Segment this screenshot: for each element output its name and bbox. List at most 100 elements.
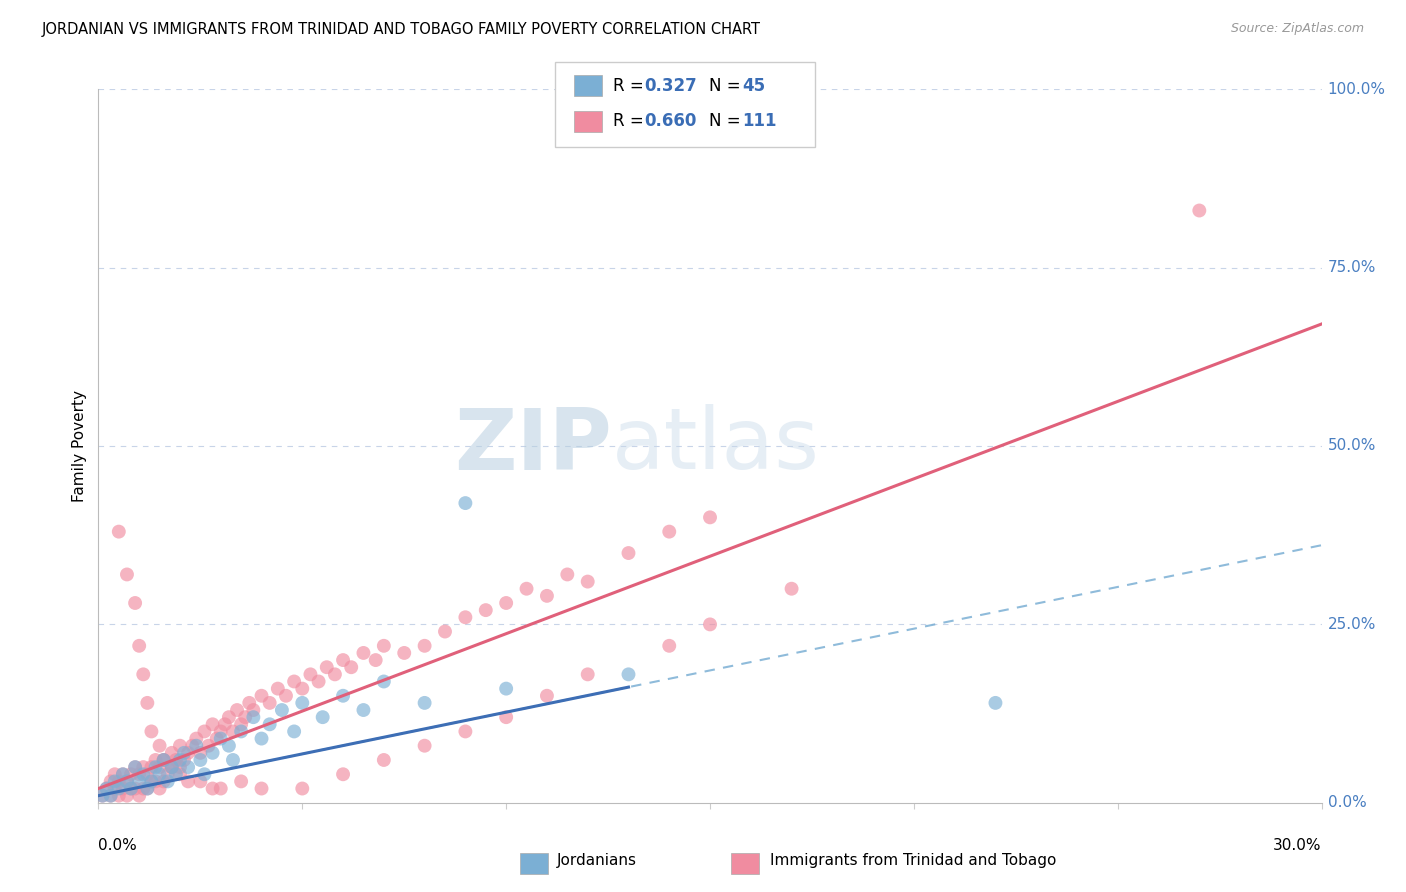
Point	[495, 710, 517, 724]
Text: Jordanians: Jordanians	[557, 854, 637, 868]
Point	[283, 724, 305, 739]
Point	[250, 781, 273, 796]
Point	[364, 653, 387, 667]
Text: JORDANIAN VS IMMIGRANTS FROM TRINIDAD AND TOBAGO FAMILY POVERTY CORRELATION CHAR: JORDANIAN VS IMMIGRANTS FROM TRINIDAD AN…	[42, 22, 761, 37]
Point	[177, 774, 200, 789]
Point	[434, 624, 457, 639]
Point	[160, 760, 183, 774]
Text: N =: N =	[709, 112, 745, 130]
Point	[124, 596, 146, 610]
Point	[96, 781, 118, 796]
Point	[291, 781, 314, 796]
Point	[136, 781, 159, 796]
Point	[299, 667, 322, 681]
Point	[115, 567, 138, 582]
Text: ZIP: ZIP	[454, 404, 612, 488]
Point	[495, 681, 517, 696]
Point	[193, 724, 215, 739]
Point	[141, 724, 163, 739]
Point	[160, 746, 183, 760]
Point	[274, 689, 297, 703]
Point	[555, 567, 579, 582]
Point	[231, 724, 253, 739]
Point	[128, 767, 150, 781]
Point	[283, 674, 305, 689]
Point	[474, 603, 498, 617]
Point	[100, 789, 122, 803]
Point	[145, 753, 167, 767]
Point	[149, 767, 172, 781]
Point	[1188, 203, 1211, 218]
Point	[332, 767, 354, 781]
Point	[177, 746, 200, 760]
Text: Source: ZipAtlas.com: Source: ZipAtlas.com	[1230, 22, 1364, 36]
Point	[323, 667, 346, 681]
Point	[169, 760, 191, 774]
Point	[188, 753, 212, 767]
Point	[181, 739, 204, 753]
Text: R =: R =	[613, 112, 650, 130]
Point	[124, 781, 146, 796]
Point	[186, 739, 208, 753]
Text: 0.327: 0.327	[644, 77, 697, 95]
Text: 30.0%: 30.0%	[1274, 838, 1322, 854]
Point	[308, 674, 330, 689]
Point	[132, 760, 155, 774]
Point	[115, 774, 138, 789]
Point	[100, 774, 122, 789]
Point	[132, 781, 155, 796]
Point	[259, 717, 281, 731]
Point	[104, 774, 127, 789]
Point	[128, 774, 150, 789]
Point	[201, 746, 224, 760]
Text: N =: N =	[709, 77, 745, 95]
Point	[291, 696, 314, 710]
Point	[454, 496, 477, 510]
Point	[165, 767, 187, 781]
Point	[188, 746, 212, 760]
Point	[115, 789, 138, 803]
Point	[128, 789, 150, 803]
Point	[699, 617, 721, 632]
Point	[536, 689, 558, 703]
Point	[104, 781, 127, 796]
Point	[108, 781, 131, 796]
Point	[120, 781, 142, 796]
Point	[231, 717, 253, 731]
Point	[250, 731, 273, 746]
Point	[209, 781, 232, 796]
Point	[617, 667, 640, 681]
Point	[91, 789, 114, 803]
Point	[177, 760, 200, 774]
Point	[149, 739, 172, 753]
Text: Immigrants from Trinidad and Tobago: Immigrants from Trinidad and Tobago	[770, 854, 1057, 868]
Point	[984, 696, 1007, 710]
Point	[222, 724, 245, 739]
Point	[120, 781, 142, 796]
Point	[242, 710, 264, 724]
Point	[233, 710, 256, 724]
Point	[413, 739, 436, 753]
Point	[617, 546, 640, 560]
Point	[91, 789, 114, 803]
Point	[291, 681, 314, 696]
Point	[136, 767, 159, 781]
Text: atlas: atlas	[612, 404, 820, 488]
Point	[108, 524, 131, 539]
Point	[169, 739, 191, 753]
Point	[218, 710, 240, 724]
Text: 111: 111	[742, 112, 778, 130]
Point	[149, 760, 172, 774]
Point	[169, 767, 191, 781]
Text: R =: R =	[613, 77, 650, 95]
Point	[152, 753, 174, 767]
Point	[111, 767, 134, 781]
Point	[188, 774, 212, 789]
Point	[250, 689, 273, 703]
Point	[373, 674, 395, 689]
Point	[340, 660, 363, 674]
Point	[193, 767, 215, 781]
Point	[267, 681, 290, 696]
Point	[152, 753, 174, 767]
Point	[120, 767, 142, 781]
